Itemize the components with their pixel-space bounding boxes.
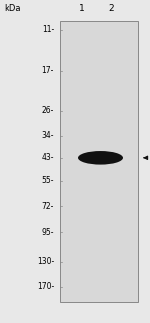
Ellipse shape	[78, 151, 123, 165]
Text: 43-: 43-	[42, 153, 54, 162]
Text: kDa: kDa	[4, 4, 21, 13]
Text: 1: 1	[79, 4, 85, 13]
Bar	[60, 21, 138, 302]
Text: 95-: 95-	[42, 228, 54, 237]
Text: 26-: 26-	[42, 106, 54, 115]
Text: 34-: 34-	[42, 131, 54, 140]
Text: 17-: 17-	[42, 66, 54, 75]
Text: 55-: 55-	[42, 176, 54, 185]
Text: 170-: 170-	[37, 282, 54, 291]
Text: 72-: 72-	[42, 202, 54, 211]
Text: 130-: 130-	[37, 257, 54, 266]
Text: 2: 2	[108, 4, 114, 13]
Text: 11-: 11-	[42, 26, 54, 35]
